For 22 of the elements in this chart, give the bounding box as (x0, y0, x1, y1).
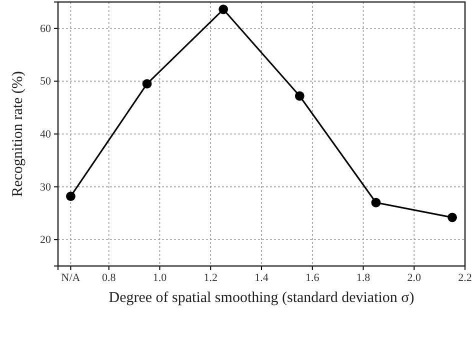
point (66, 192, 76, 202)
x-tick-label: 1.2 (204, 272, 218, 284)
point (448, 212, 457, 222)
x-axis-title: Degree of spatial smoothing (standard deviation σ) (108, 290, 414, 306)
y-tick-label: 60 (40, 22, 52, 35)
point (218, 4, 228, 14)
y-tick-label: 40 (40, 128, 52, 141)
point (371, 198, 381, 208)
x-tick-label: 1.4 (254, 272, 269, 284)
x-tick-label: 0.8 (102, 272, 116, 284)
x-tick-label: N/A (61, 272, 80, 284)
x-tick-label: 1.0 (152, 272, 168, 284)
point (294, 91, 304, 101)
y-tick-label: 20 (40, 234, 52, 246)
y-tick-label: 30 (40, 181, 52, 194)
point (142, 79, 152, 89)
y-tick-label: 50 (40, 76, 52, 88)
x-tick-label: 1.8 (356, 272, 371, 284)
y-axis-title: Recognition rate (%) (10, 71, 26, 197)
x-tick-label: 2.2 (458, 272, 472, 284)
x-tick-label: 2.0 (407, 272, 422, 284)
x-tick-label: 1.6 (306, 272, 320, 284)
